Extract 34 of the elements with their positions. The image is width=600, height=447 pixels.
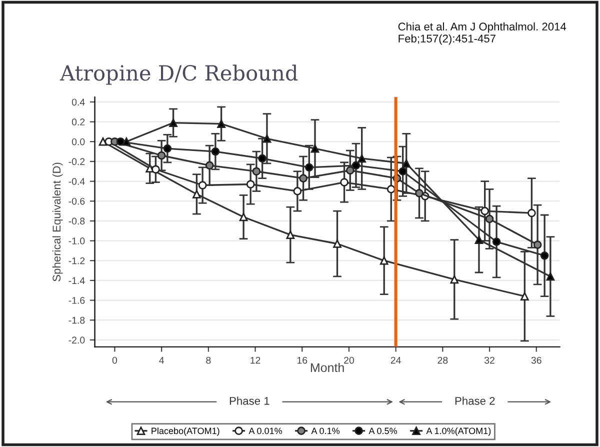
y-tick-label: 0.0 — [72, 138, 85, 146]
x-tick-label: 28 — [438, 356, 448, 364]
chart-title: Atropine D/C Rebound — [60, 64, 298, 85]
x-tick-label: 16 — [297, 356, 308, 364]
y-tick-label: 0.4 — [72, 98, 85, 106]
legend-label: A 0.1% — [311, 428, 340, 434]
y-tick-label: -0.4 — [68, 178, 85, 185]
x-tick-label: 24 — [390, 356, 401, 364]
legend-label: Placebo(ATOM1) — [152, 427, 220, 436]
text: Phase 1 — [230, 396, 270, 405]
x-tick-label: 36 — [531, 356, 542, 364]
legend-label: A 0.5% — [368, 428, 398, 434]
y-tick-label: -2.0 — [68, 336, 85, 344]
x-tick-label: 8 — [206, 356, 211, 364]
y-axis-title: Spherical Equivalent (D) — [52, 162, 63, 282]
legend-label: A 0.01% — [248, 428, 282, 434]
y-tick-label: -0.6 — [68, 198, 85, 205]
y-tick-label: -1.8 — [68, 316, 85, 324]
x-tick-label: 0 — [112, 356, 118, 364]
y-tick-label: -0.2 — [68, 158, 85, 166]
legend-label: A 1.0%(ATOM1) — [426, 427, 491, 436]
x-tick-label: 20 — [344, 356, 354, 364]
y-tick-label: -1.4 — [68, 277, 85, 284]
x-tick-label: 4 — [159, 356, 164, 364]
y-tick-label: -1.2 — [68, 257, 85, 264]
x-axis-title: Month — [310, 362, 344, 372]
text: Chia et al. Am J Ophthalmol. 2014 Feb;157(2):451-457 — [398, 22, 566, 45]
y-tick-label: -0.8 — [68, 218, 85, 225]
text: Phase 2 — [455, 396, 495, 405]
y-tick-label: -1.6 — [68, 297, 85, 304]
y-tick-label: 0.2 — [72, 118, 85, 126]
x-tick-label: 12 — [250, 356, 260, 364]
x-tick-label: 32 — [484, 356, 494, 364]
y-tick-label: -1.0 — [68, 238, 85, 244]
